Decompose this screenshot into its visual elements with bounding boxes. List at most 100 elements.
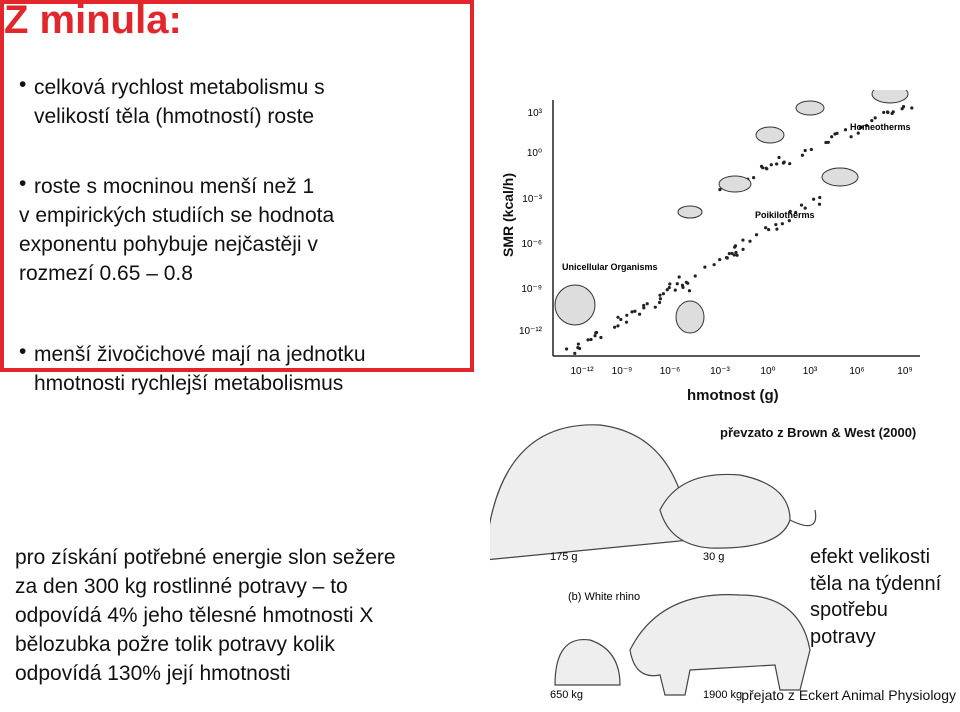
dot <box>794 210 798 215</box>
dot <box>657 300 662 305</box>
bullet-text: roste s mocninou menší než 1 <box>34 175 315 198</box>
dot <box>625 313 629 317</box>
y-tick-label: 10⁻³ <box>522 194 542 205</box>
dot <box>693 274 697 278</box>
dot <box>735 253 739 257</box>
dot <box>885 110 890 114</box>
dot <box>769 163 773 167</box>
dot <box>642 306 646 310</box>
dot <box>830 135 834 139</box>
dot <box>812 197 816 201</box>
dot <box>741 247 745 251</box>
highlight-box <box>0 0 474 372</box>
bullet-text: menší živočichové mají na jednotku <box>34 343 366 366</box>
dot <box>882 110 886 115</box>
dot <box>865 123 869 128</box>
bullet: • <box>19 340 27 363</box>
dot <box>835 131 839 135</box>
side-text: potravy <box>810 625 876 648</box>
group-label: Unicellular Organisms <box>562 262 658 272</box>
bullet-text: velikostí těla (hmotností) roste <box>34 105 315 128</box>
dot <box>733 245 737 249</box>
illustration-label: 30 g <box>703 551 724 563</box>
dot <box>826 140 830 144</box>
y-tick-label: 10⁻⁹ <box>521 284 542 295</box>
bullet-text: rozmezí 0.65 – 0.8 <box>19 262 193 285</box>
title: Z minula: <box>4 0 182 42</box>
bullet-text: celková rychlost metabolismu s <box>34 76 325 99</box>
dot <box>578 346 582 351</box>
dot <box>777 155 781 160</box>
x-axis-label: hmotnost (g) <box>687 387 779 404</box>
dot <box>684 280 688 284</box>
figure-source: převzato z Brown & West (2000) <box>720 425 917 440</box>
body-text: odpovídá 4% jeho tělesné hmotnosti X <box>15 604 374 627</box>
dot <box>680 283 685 287</box>
dot <box>910 106 914 110</box>
y-tick-label: 10³ <box>528 108 543 119</box>
dot <box>624 320 629 324</box>
dot <box>809 147 813 152</box>
bullet-text: exponentu pohybuje nejčastěji v <box>19 233 318 256</box>
side-text: těla na týdenní <box>810 572 942 595</box>
dot <box>658 293 662 297</box>
dot <box>818 195 822 200</box>
body-text: bělozubka požre tolik potravy kolik <box>15 633 335 656</box>
dot <box>767 227 771 232</box>
dot <box>780 222 784 226</box>
dot <box>613 325 617 329</box>
group-label: Homeotherms <box>850 122 911 132</box>
dot <box>565 347 569 351</box>
dot <box>718 258 722 262</box>
dot <box>775 162 779 166</box>
dot <box>718 187 722 192</box>
dot <box>800 153 805 157</box>
dot <box>661 292 666 296</box>
body-text: odpovídá 130% její hmotnosti <box>15 662 291 685</box>
y-tick-label: 10⁰ <box>527 148 542 159</box>
dot <box>748 239 752 243</box>
dot <box>803 206 807 210</box>
dot <box>594 330 599 335</box>
dot <box>665 288 669 292</box>
y-axis-label: SMR (kcal/h) <box>500 173 516 257</box>
dot <box>589 337 593 342</box>
dot <box>732 253 736 257</box>
dot <box>658 297 663 301</box>
dot <box>803 148 807 153</box>
body-text: pro získání potřebné energie slon sežere <box>15 546 396 569</box>
illustration-label: 650 kg <box>550 689 583 701</box>
illustration-label: 175 g <box>550 551 578 563</box>
dot <box>630 310 634 314</box>
dot <box>856 131 860 135</box>
illustration-label: (b) White rhino <box>568 591 640 603</box>
bullet: • <box>19 73 27 96</box>
side-text: spotřebu <box>810 599 888 621</box>
dot <box>849 135 853 139</box>
x-tick-label: 10³ <box>803 366 818 377</box>
group-label: Poikilotherms <box>755 210 815 220</box>
dot <box>703 265 707 269</box>
dot <box>637 312 642 316</box>
dot <box>788 162 792 166</box>
dot <box>645 302 649 306</box>
dot <box>725 256 729 260</box>
dot <box>673 288 677 292</box>
body-text: za den 300 kg rostlinné potravy – to <box>15 575 348 598</box>
x-tick-label: 10⁹ <box>897 366 912 377</box>
y-tick-label: 10⁻⁶ <box>521 239 542 250</box>
x-tick-label: 10⁻⁶ <box>660 366 681 377</box>
dot <box>653 305 657 309</box>
dot <box>764 226 768 230</box>
dot <box>870 118 874 123</box>
dot <box>782 160 786 164</box>
dot <box>799 203 804 207</box>
dot <box>754 233 759 237</box>
side-text: efekt velikosti <box>810 546 931 568</box>
dot <box>712 263 716 267</box>
dot <box>752 176 756 180</box>
dot <box>890 111 894 116</box>
dot <box>668 282 672 286</box>
dot <box>775 227 779 231</box>
dot <box>765 167 769 171</box>
